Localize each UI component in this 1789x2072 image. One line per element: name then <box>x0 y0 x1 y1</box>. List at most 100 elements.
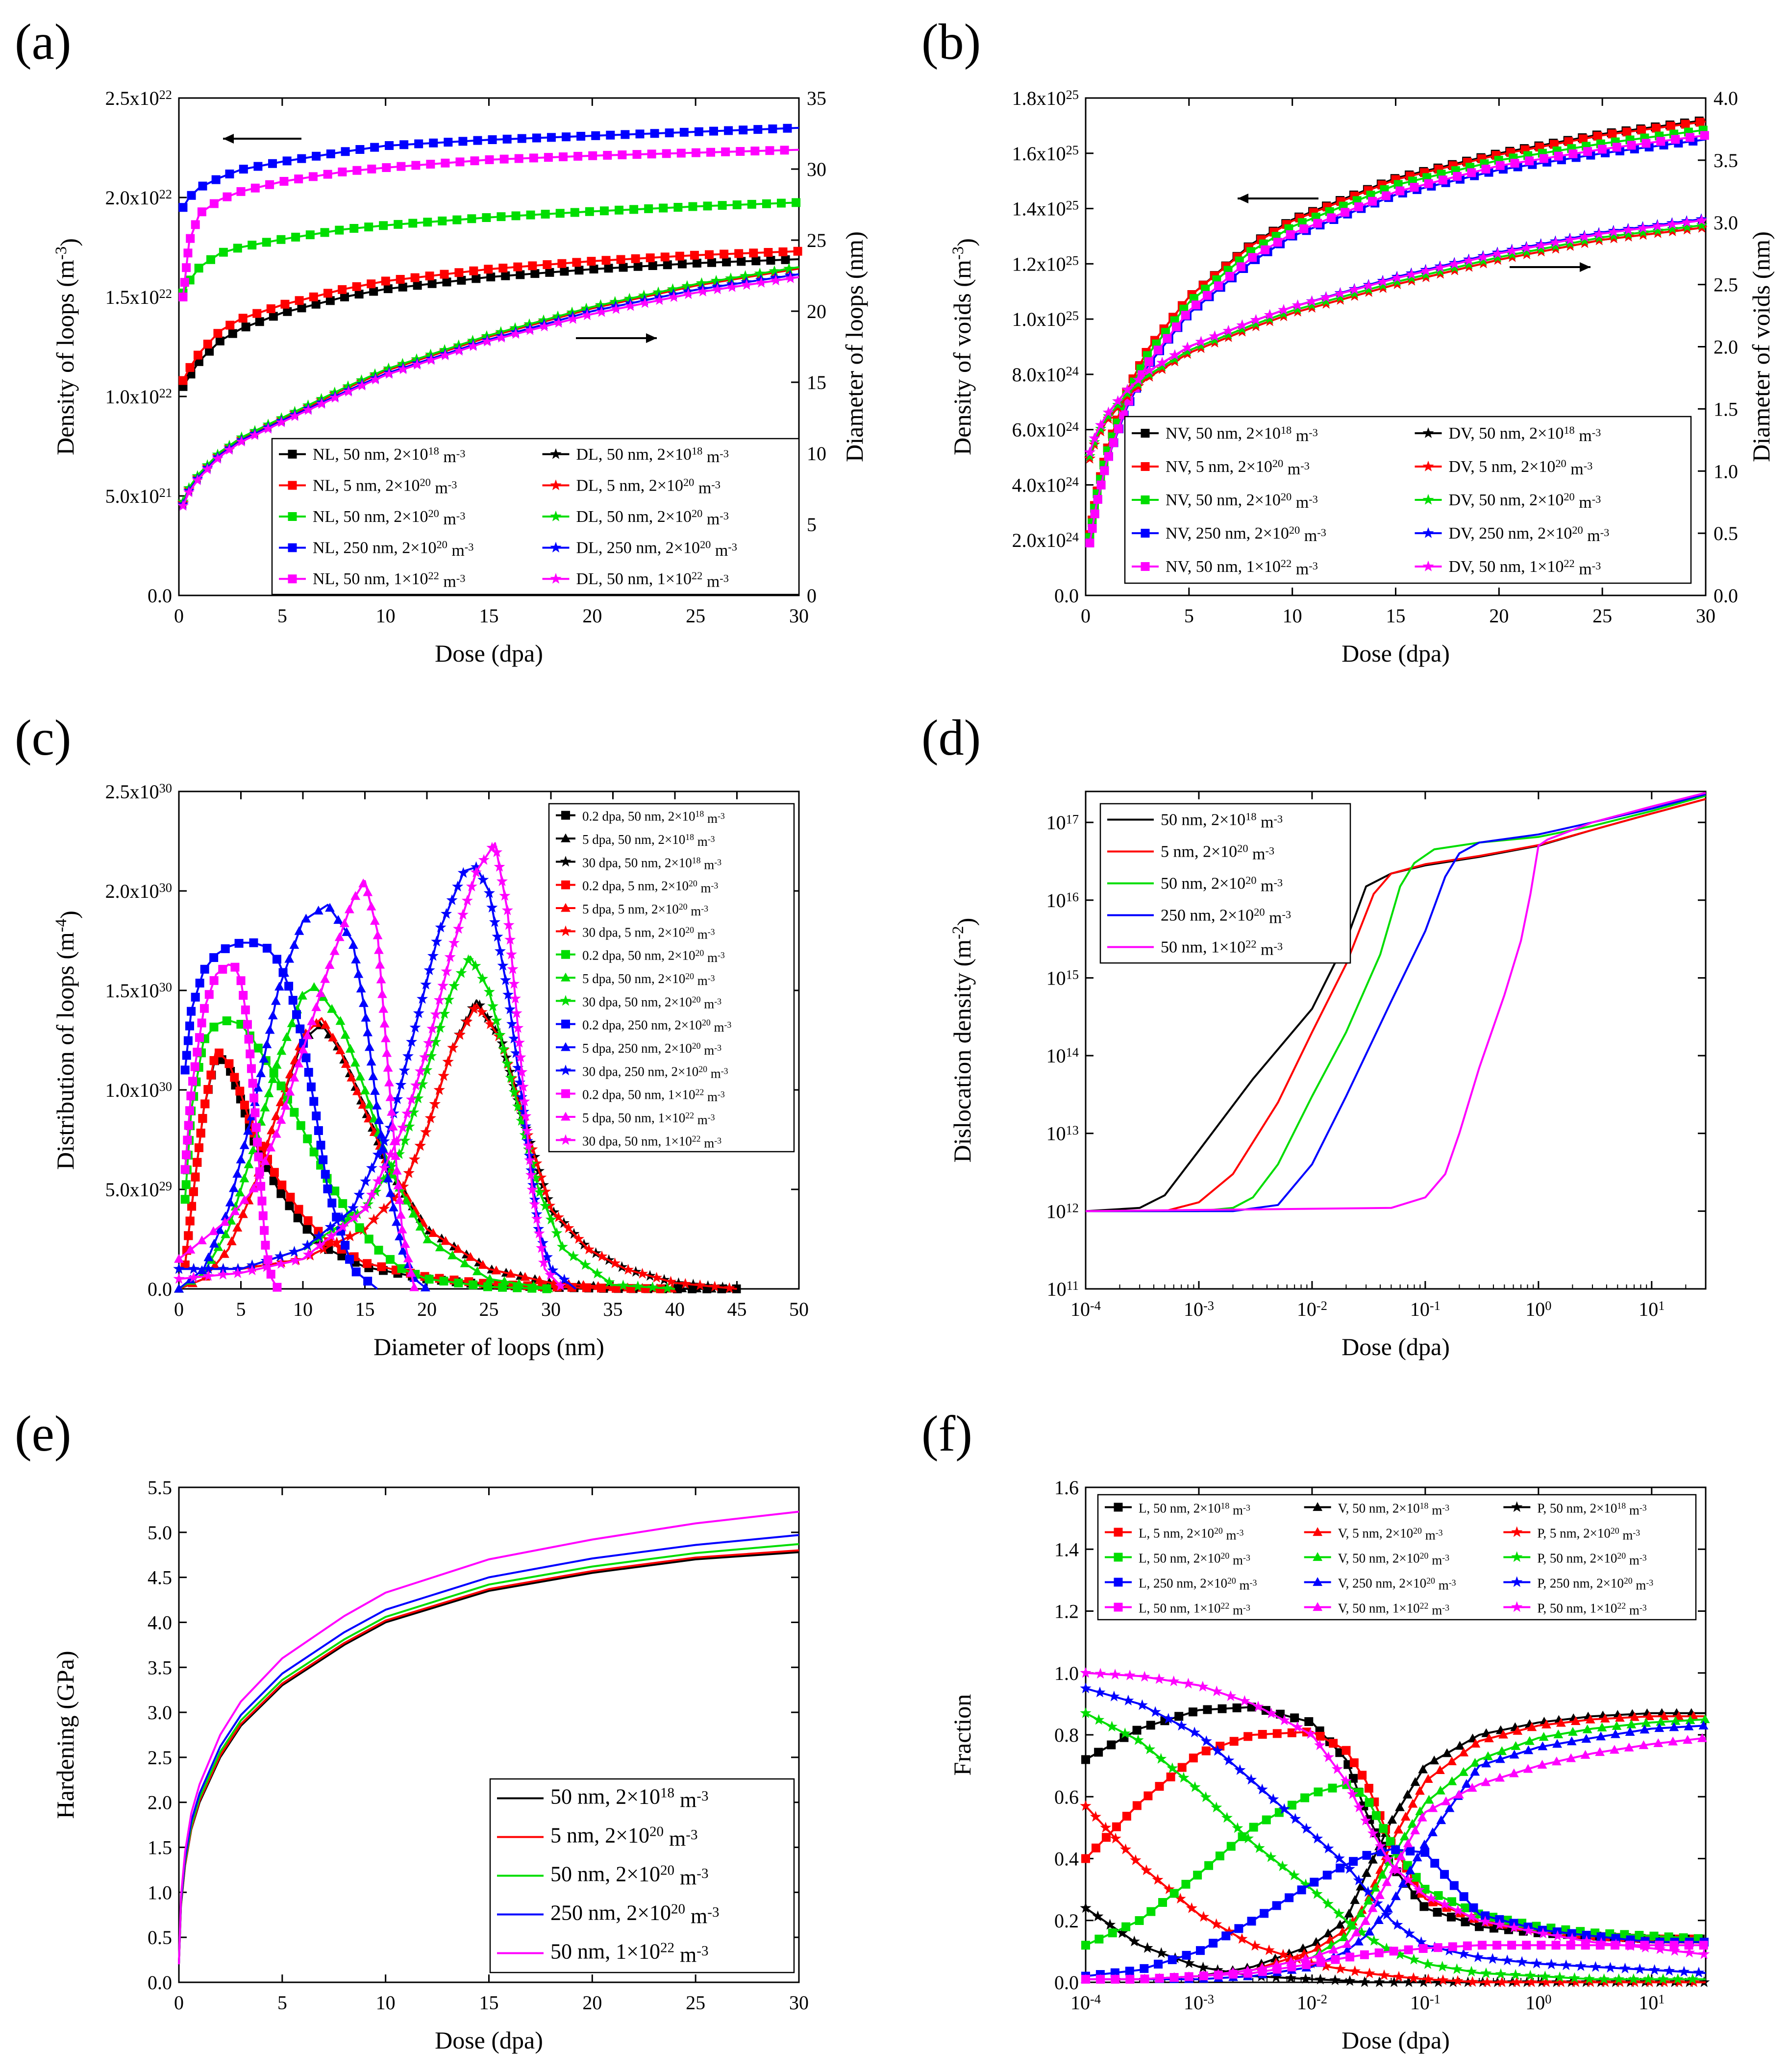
legend-label: 5 dpa, 50 nm, 1×1022 m-3​ <box>582 1110 715 1127</box>
data-point <box>263 1255 273 1264</box>
data-point <box>253 162 263 171</box>
data-point <box>1367 1827 1379 1839</box>
data-point <box>385 1188 396 1197</box>
x-tick-label: 10 <box>293 1298 313 1320</box>
data-point <box>1672 1973 1684 1984</box>
data-point <box>507 963 519 974</box>
data-point <box>370 143 379 152</box>
data-point <box>1094 1686 1106 1698</box>
data-point <box>1365 1798 1374 1807</box>
data-point <box>1383 1903 1393 1913</box>
data-point <box>1361 1916 1370 1925</box>
data-point <box>206 255 215 264</box>
data-point <box>510 1047 522 1059</box>
data-point <box>246 1264 258 1276</box>
data-point <box>1699 1941 1708 1950</box>
series-markers <box>178 198 801 297</box>
legend-label: L, 250 nm, 2×1020 m-3​ <box>1139 1576 1257 1592</box>
data-point <box>1292 1953 1303 1964</box>
data-point <box>1481 164 1491 173</box>
data-point <box>372 1175 384 1186</box>
data-point <box>414 1065 426 1076</box>
data-point <box>1191 300 1200 310</box>
x-tick-label: 0 <box>1081 605 1091 627</box>
data-point <box>1659 1711 1669 1720</box>
series-group <box>178 1510 799 1965</box>
data-point <box>723 1282 735 1293</box>
data-point <box>1342 1939 1352 1948</box>
data-point <box>539 321 550 332</box>
data-point <box>1286 1957 1296 1966</box>
data-point <box>397 358 408 369</box>
data-point <box>1453 172 1462 181</box>
x-tick-label: 15 <box>479 605 499 627</box>
data-point <box>1481 1976 1493 1987</box>
series-markers <box>180 1016 551 1293</box>
data-point <box>1395 186 1405 196</box>
data-point <box>453 345 465 356</box>
data-point <box>709 1281 721 1292</box>
data-point <box>644 204 653 213</box>
data-point <box>1435 1765 1445 1774</box>
data-point <box>1470 1738 1481 1748</box>
data-point <box>174 1283 184 1293</box>
data-point <box>1169 353 1181 364</box>
data-point <box>1156 357 1168 368</box>
data-point <box>1406 272 1417 283</box>
data-point <box>1335 1963 1346 1974</box>
data-point <box>266 304 275 314</box>
data-point <box>552 310 564 321</box>
data-point <box>363 1277 373 1286</box>
legend-label: V, 50 nm, 2×1020 m-3​ <box>1338 1551 1449 1567</box>
data-point <box>1405 1865 1415 1875</box>
data-point <box>221 1211 230 1221</box>
data-point <box>378 1144 389 1154</box>
data-point <box>538 1257 549 1268</box>
data-point <box>401 1108 413 1119</box>
x-axis-title: Dose (dpa) <box>435 2026 543 2054</box>
y-tick-label: 1.8x1025​ <box>1012 87 1079 109</box>
data-point <box>573 151 583 161</box>
data-point <box>1523 1745 1534 1754</box>
data-point <box>1260 1909 1269 1918</box>
data-point <box>495 326 507 337</box>
data-point <box>580 302 592 314</box>
legend-label: 0.2 dpa, 50 nm, 2×1018 m-3​ <box>582 809 725 826</box>
series-line <box>178 1510 799 1965</box>
data-point <box>1088 524 1097 533</box>
series-markers <box>1080 1682 1705 1978</box>
data-point <box>510 328 522 339</box>
series-markers <box>178 255 790 391</box>
legend-label: 50 nm, 2×1020 m-3​ <box>1161 874 1283 895</box>
data-point <box>1478 255 1490 266</box>
data-point <box>264 1088 274 1097</box>
y-tick-label: 8.0x1024​ <box>1012 364 1079 386</box>
data-point <box>1513 1726 1523 1735</box>
data-point <box>506 1018 518 1029</box>
data-point <box>1377 279 1389 291</box>
y-axis-title: Fraction <box>948 1694 976 1776</box>
data-point <box>238 1209 248 1218</box>
data-point <box>1313 1943 1323 1952</box>
data-point <box>313 1230 325 1241</box>
series-markers <box>173 841 567 1291</box>
data-point <box>294 926 304 935</box>
series-markers <box>1081 1720 1709 1983</box>
data-point <box>452 923 464 934</box>
data-point <box>696 277 707 288</box>
data-point <box>424 1112 436 1123</box>
data-point <box>530 269 540 278</box>
data-point <box>1248 253 1257 262</box>
data-point <box>463 954 474 965</box>
plot-frame <box>1085 790 1707 1290</box>
data-point <box>1080 1667 1092 1678</box>
y-tick-label: 1.4x1025​ <box>1012 198 1079 220</box>
data-point <box>345 1043 355 1053</box>
data-point <box>192 474 203 485</box>
data-point <box>1535 243 1547 254</box>
data-point <box>205 346 214 356</box>
arrow-head <box>1580 262 1590 272</box>
data-point <box>1539 154 1548 163</box>
data-point <box>249 1093 259 1103</box>
data-point <box>481 335 493 346</box>
